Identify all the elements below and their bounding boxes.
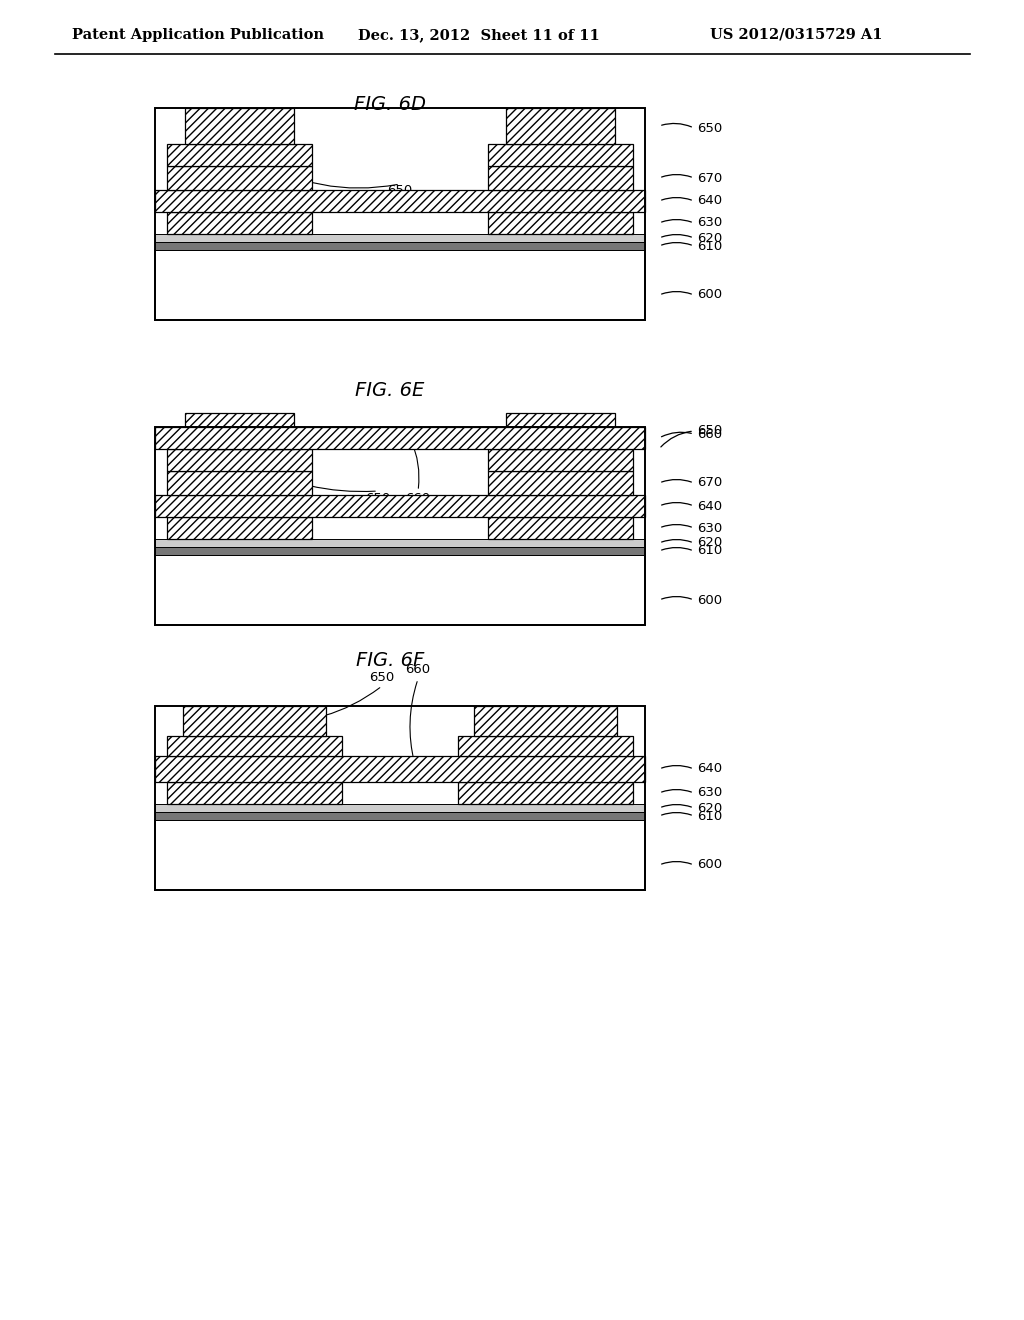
Text: 650: 650	[366, 492, 390, 506]
Bar	[155, 426, 645, 449]
Bar	[167, 517, 312, 539]
Text: 650: 650	[697, 121, 722, 135]
Bar	[167, 781, 342, 804]
Text: 600: 600	[697, 594, 722, 606]
Text: 610: 610	[697, 544, 722, 557]
Text: 670: 670	[697, 477, 722, 490]
Bar	[167, 144, 312, 166]
Text: 610: 610	[697, 239, 722, 252]
Bar	[506, 108, 615, 144]
Bar	[488, 144, 633, 166]
Text: 610: 610	[697, 809, 722, 822]
Text: FIG. 6E: FIG. 6E	[355, 380, 425, 400]
Text: 660: 660	[406, 663, 430, 676]
Bar	[155, 554, 645, 624]
Bar	[185, 108, 294, 144]
Text: 630: 630	[697, 787, 722, 800]
Bar	[155, 804, 645, 812]
Text: 640: 640	[697, 499, 722, 512]
Bar	[474, 706, 617, 737]
Bar	[167, 213, 312, 234]
Bar	[167, 737, 342, 756]
Bar	[167, 449, 312, 471]
Bar	[155, 495, 645, 517]
Bar	[155, 108, 645, 319]
Text: 630: 630	[697, 216, 722, 230]
Bar	[167, 166, 312, 190]
Text: 630: 630	[697, 521, 722, 535]
Bar	[155, 249, 645, 319]
Bar	[155, 756, 645, 781]
Bar	[458, 781, 633, 804]
Text: 650: 650	[387, 185, 413, 198]
Text: 660: 660	[697, 428, 722, 441]
Bar	[155, 234, 645, 242]
Bar	[458, 737, 633, 756]
Bar	[488, 166, 633, 190]
Bar	[506, 413, 615, 449]
Bar	[488, 471, 633, 495]
Bar	[155, 820, 645, 890]
Bar	[155, 190, 645, 213]
Text: 660: 660	[406, 492, 430, 506]
Text: FIG. 6F: FIG. 6F	[356, 651, 424, 669]
Text: 640: 640	[697, 194, 722, 207]
Bar	[167, 471, 312, 495]
Bar	[155, 539, 645, 546]
Text: Dec. 13, 2012  Sheet 11 of 11: Dec. 13, 2012 Sheet 11 of 11	[358, 28, 600, 42]
Bar	[488, 213, 633, 234]
Bar	[488, 517, 633, 539]
Bar	[185, 413, 294, 449]
Text: 620: 620	[697, 231, 722, 244]
Text: FIG. 6D: FIG. 6D	[354, 95, 426, 115]
Bar	[155, 812, 645, 820]
Bar	[155, 546, 645, 554]
Bar	[488, 449, 633, 471]
Text: 620: 620	[697, 801, 722, 814]
Text: 640: 640	[697, 763, 722, 776]
Text: 650: 650	[697, 425, 722, 437]
Text: 600: 600	[697, 858, 722, 871]
Text: Patent Application Publication: Patent Application Publication	[72, 28, 324, 42]
Text: 650: 650	[370, 671, 394, 684]
Text: 600: 600	[697, 289, 722, 301]
Bar	[183, 706, 326, 737]
Bar	[155, 706, 645, 890]
Text: 620: 620	[697, 536, 722, 549]
Text: 670: 670	[697, 172, 722, 185]
Bar	[155, 426, 645, 624]
Bar	[155, 242, 645, 249]
Text: US 2012/0315729 A1: US 2012/0315729 A1	[710, 28, 883, 42]
